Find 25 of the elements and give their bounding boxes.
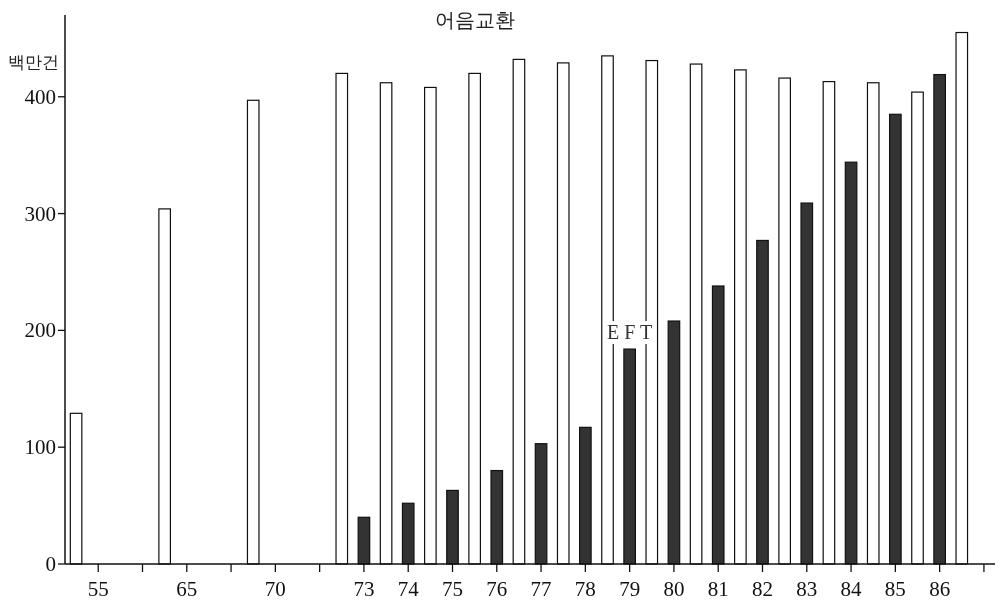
x-tick-label: 82 bbox=[752, 577, 773, 601]
y-tick-label: 100 bbox=[24, 435, 56, 460]
series-label: E F T bbox=[607, 321, 653, 344]
y-tick-label: 400 bbox=[24, 84, 56, 109]
x-tick-label: 83 bbox=[796, 577, 818, 601]
x-tick-label: 65 bbox=[176, 577, 198, 601]
x-tick-label: 55 bbox=[87, 577, 109, 601]
x-tick-label: 76 bbox=[486, 577, 508, 601]
y-tick-label: 300 bbox=[24, 201, 56, 226]
x-tick-label: 81 bbox=[707, 577, 729, 601]
x-tick-label: 78 bbox=[574, 577, 596, 601]
x-tick-label: 86 bbox=[929, 577, 951, 601]
x-tick-label: 84 bbox=[840, 577, 863, 601]
y-tick-label: 0 bbox=[45, 552, 56, 576]
x-tick-label: 73 bbox=[353, 577, 375, 601]
y-axis-title: 백만건 bbox=[8, 53, 59, 72]
series-label: 어음교환 bbox=[434, 9, 515, 31]
x-tick-label: 75 bbox=[442, 577, 463, 601]
x-tick-label: 70 bbox=[264, 577, 286, 601]
x-tick-label: 80 bbox=[663, 577, 685, 601]
x-tick-label: 74 bbox=[397, 577, 420, 601]
x-tick-label: 77 bbox=[530, 577, 552, 601]
x-tick-label: 79 bbox=[619, 577, 641, 601]
y-tick-label: 200 bbox=[24, 318, 56, 343]
x-tick-label: 85 bbox=[884, 577, 906, 601]
